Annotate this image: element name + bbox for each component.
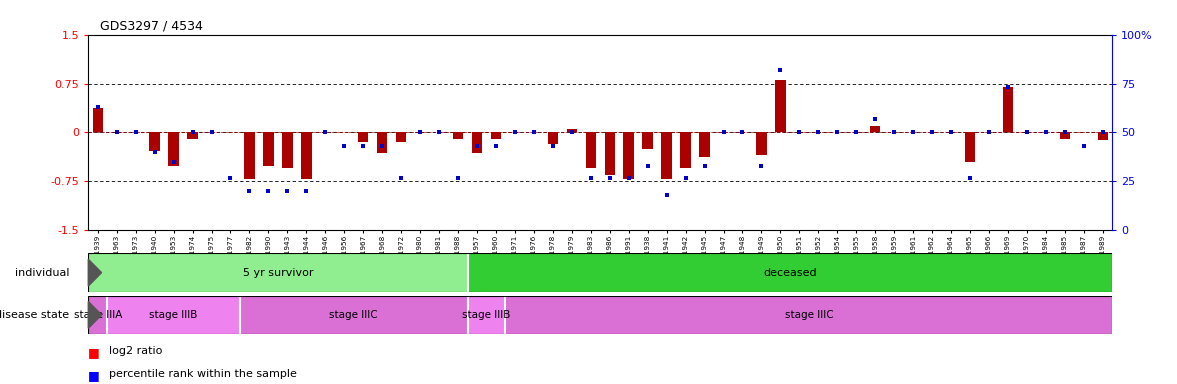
Polygon shape: [88, 301, 101, 328]
Bar: [377, 132, 387, 153]
Text: deceased: deceased: [763, 268, 817, 278]
Text: ■: ■: [88, 346, 100, 359]
Bar: [168, 132, 179, 166]
Bar: [187, 132, 198, 139]
Bar: [965, 132, 976, 162]
Bar: [605, 132, 614, 175]
Text: 5 yr survivor: 5 yr survivor: [242, 268, 313, 278]
Bar: [586, 132, 596, 169]
Text: stage IIIB: stage IIIB: [149, 310, 198, 320]
Bar: [93, 108, 102, 132]
Bar: [776, 80, 785, 132]
Bar: [491, 132, 501, 139]
Bar: [699, 132, 710, 157]
Text: log2 ratio: log2 ratio: [109, 346, 162, 356]
Polygon shape: [88, 259, 101, 286]
Bar: [264, 132, 273, 166]
Bar: [566, 129, 577, 132]
Bar: [245, 132, 254, 179]
Bar: [680, 132, 691, 169]
Bar: [472, 132, 483, 153]
Bar: [643, 132, 653, 149]
Text: GDS3297 / 4534: GDS3297 / 4534: [100, 20, 202, 33]
Bar: [301, 132, 312, 179]
Text: stage IIIA: stage IIIA: [74, 310, 122, 320]
Text: disease state: disease state: [0, 310, 69, 320]
Text: stage IIIC: stage IIIC: [785, 310, 833, 320]
Bar: [240, 296, 467, 334]
Text: stage IIIC: stage IIIC: [330, 310, 378, 320]
Bar: [870, 126, 880, 132]
Bar: [453, 132, 464, 139]
Bar: [282, 132, 293, 169]
Bar: [467, 296, 505, 334]
Bar: [149, 132, 160, 151]
Bar: [467, 253, 1112, 292]
Bar: [358, 132, 368, 142]
Bar: [88, 253, 467, 292]
Text: ■: ■: [88, 369, 100, 382]
Bar: [1098, 132, 1108, 140]
Bar: [505, 296, 1112, 334]
Text: individual: individual: [15, 268, 69, 278]
Bar: [107, 296, 240, 334]
Text: stage IIIB: stage IIIB: [463, 310, 511, 320]
Text: percentile rank within the sample: percentile rank within the sample: [109, 369, 298, 379]
Bar: [395, 132, 406, 142]
Bar: [757, 132, 766, 156]
Bar: [547, 132, 558, 144]
Bar: [1059, 132, 1070, 139]
Bar: [624, 132, 634, 179]
Bar: [1003, 87, 1013, 132]
Bar: [88, 296, 107, 334]
Bar: [661, 132, 672, 179]
